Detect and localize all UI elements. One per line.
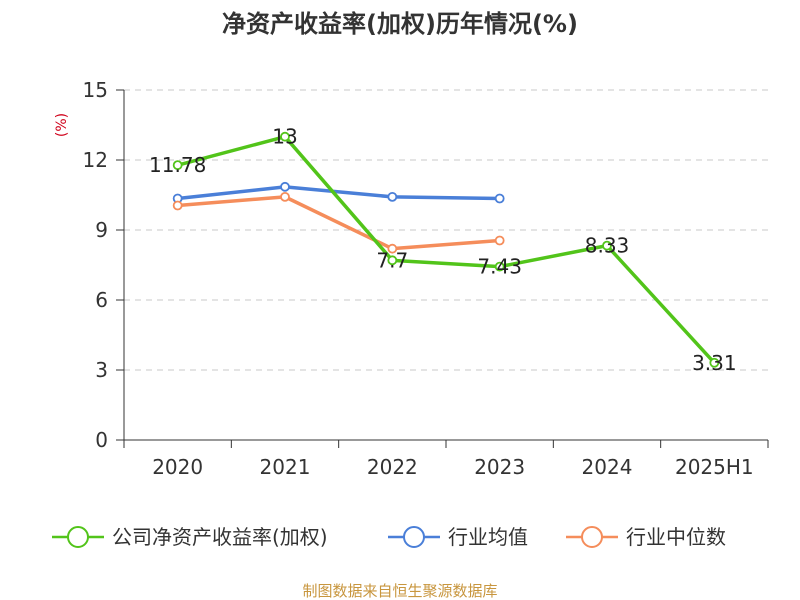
data-point <box>280 181 290 192</box>
series-layer <box>172 131 720 368</box>
data-point <box>280 131 290 142</box>
chart-title: 净资产收益率(加权)历年情况(%) <box>222 10 578 38</box>
x-tick-label: 2022 <box>367 455 418 479</box>
data-point <box>172 200 183 211</box>
data-point <box>709 357 720 368</box>
data-point <box>602 240 612 251</box>
data-label: 7.43 <box>477 255 522 279</box>
data-source: 制图数据来自恒生聚源数据库 <box>302 582 497 600</box>
data-label: 11.78 <box>149 153 206 177</box>
data-label: 13 <box>272 125 297 149</box>
data-point <box>494 261 505 272</box>
data-point <box>387 255 398 266</box>
data-point <box>387 243 398 254</box>
data-point <box>387 191 398 202</box>
legend-label: 行业中位数 <box>626 525 726 549</box>
legend-marker <box>403 526 425 548</box>
legend: 公司净资产收益率(加权) 行业均值 行业中位数 <box>52 525 726 549</box>
data-label: 8.33 <box>585 234 630 258</box>
axes: 0 3 6 9 12 15 2020 2021 2022 2023 2024 2025H1 <box>83 78 769 479</box>
data-point <box>494 193 505 204</box>
series-line-1 <box>175 185 502 201</box>
grid <box>124 89 768 371</box>
data-point <box>280 191 290 202</box>
y-tick-label: 15 <box>83 78 108 102</box>
data-labels: 11.78 13 7.7 7.43 8.33 3.31 <box>149 125 737 375</box>
x-tick-label: 2024 <box>582 455 633 479</box>
x-tick-label: 2023 <box>474 455 525 479</box>
data-point <box>494 235 505 246</box>
legend-label: 行业均值 <box>448 525 528 549</box>
y-axis-unit: (%) <box>54 113 70 137</box>
legend-label: 公司净资产收益率(加权) <box>112 525 328 549</box>
x-tick-label: 2025H1 <box>675 455 754 479</box>
y-tick-label: 12 <box>83 148 108 172</box>
x-tick-label: 2020 <box>152 455 203 479</box>
y-tick-label: 3 <box>95 358 108 382</box>
y-tick-label: 9 <box>95 218 108 242</box>
data-label: 7.7 <box>376 248 408 272</box>
y-tick-label: 6 <box>95 288 108 312</box>
y-tick-label: 0 <box>95 428 108 452</box>
series-line-0 <box>175 134 717 365</box>
legend-marker <box>581 526 603 548</box>
series-line-2 <box>175 195 502 251</box>
data-point <box>172 160 183 171</box>
legend-marker <box>67 526 89 548</box>
x-tick-label: 2021 <box>260 455 311 479</box>
data-label: 3.31 <box>692 351 737 375</box>
